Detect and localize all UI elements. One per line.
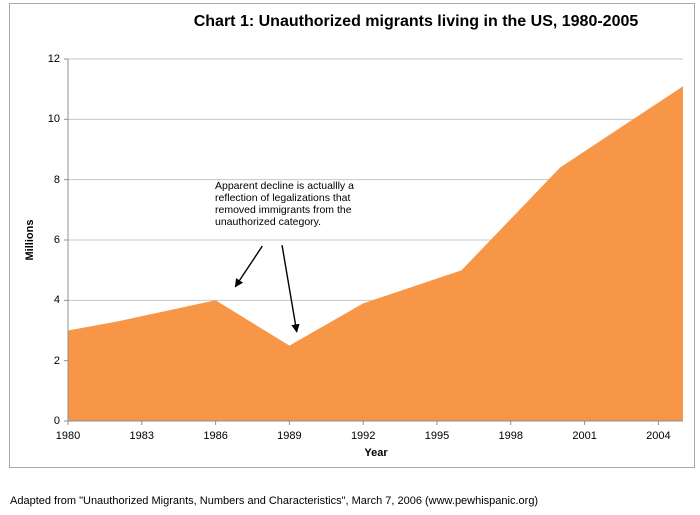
x-tick-label: 1983 [129, 430, 155, 442]
x-tick-label: 1995 [424, 430, 450, 442]
y-tick-label: 8 [53, 173, 60, 186]
y-tick-label: 4 [53, 294, 60, 307]
y-tick-label: 2 [53, 354, 60, 367]
y-tick-label: 12 [47, 53, 60, 65]
x-tick-label: 1989 [277, 430, 302, 442]
x-tick-label: 2004 [646, 430, 671, 442]
annotation-line: unauthorized category. [215, 216, 322, 228]
data-area-series [68, 86, 683, 421]
annotation-line: removed immigrants from the [215, 204, 352, 216]
annotation-line: Apparent decline is actuallly a [215, 180, 354, 192]
annotation-arrow [281, 245, 300, 333]
x-tick-label: 1980 [55, 430, 81, 442]
annotation-line: reflection of legalizations that [215, 192, 351, 204]
y-tick-label: 0 [53, 415, 60, 427]
y-tick-label: 10 [47, 113, 60, 126]
y-tick-label: 6 [53, 234, 60, 246]
annotation-text: Apparent decline is actuallly a reflectio… [215, 180, 375, 228]
x-tick-label: 1986 [203, 430, 228, 442]
chart-title: Chart 1: Unauthorized migrants living in… [193, 13, 639, 30]
source-note: Adapted from "Unauthorized Migrants, Num… [10, 495, 539, 507]
x-tick-label: 1992 [350, 430, 376, 442]
x-tick-label: 1998 [498, 430, 524, 442]
annotation-arrow [234, 245, 263, 288]
x-axis-title: Year [364, 447, 388, 459]
x-tick-label: 2001 [572, 430, 597, 442]
